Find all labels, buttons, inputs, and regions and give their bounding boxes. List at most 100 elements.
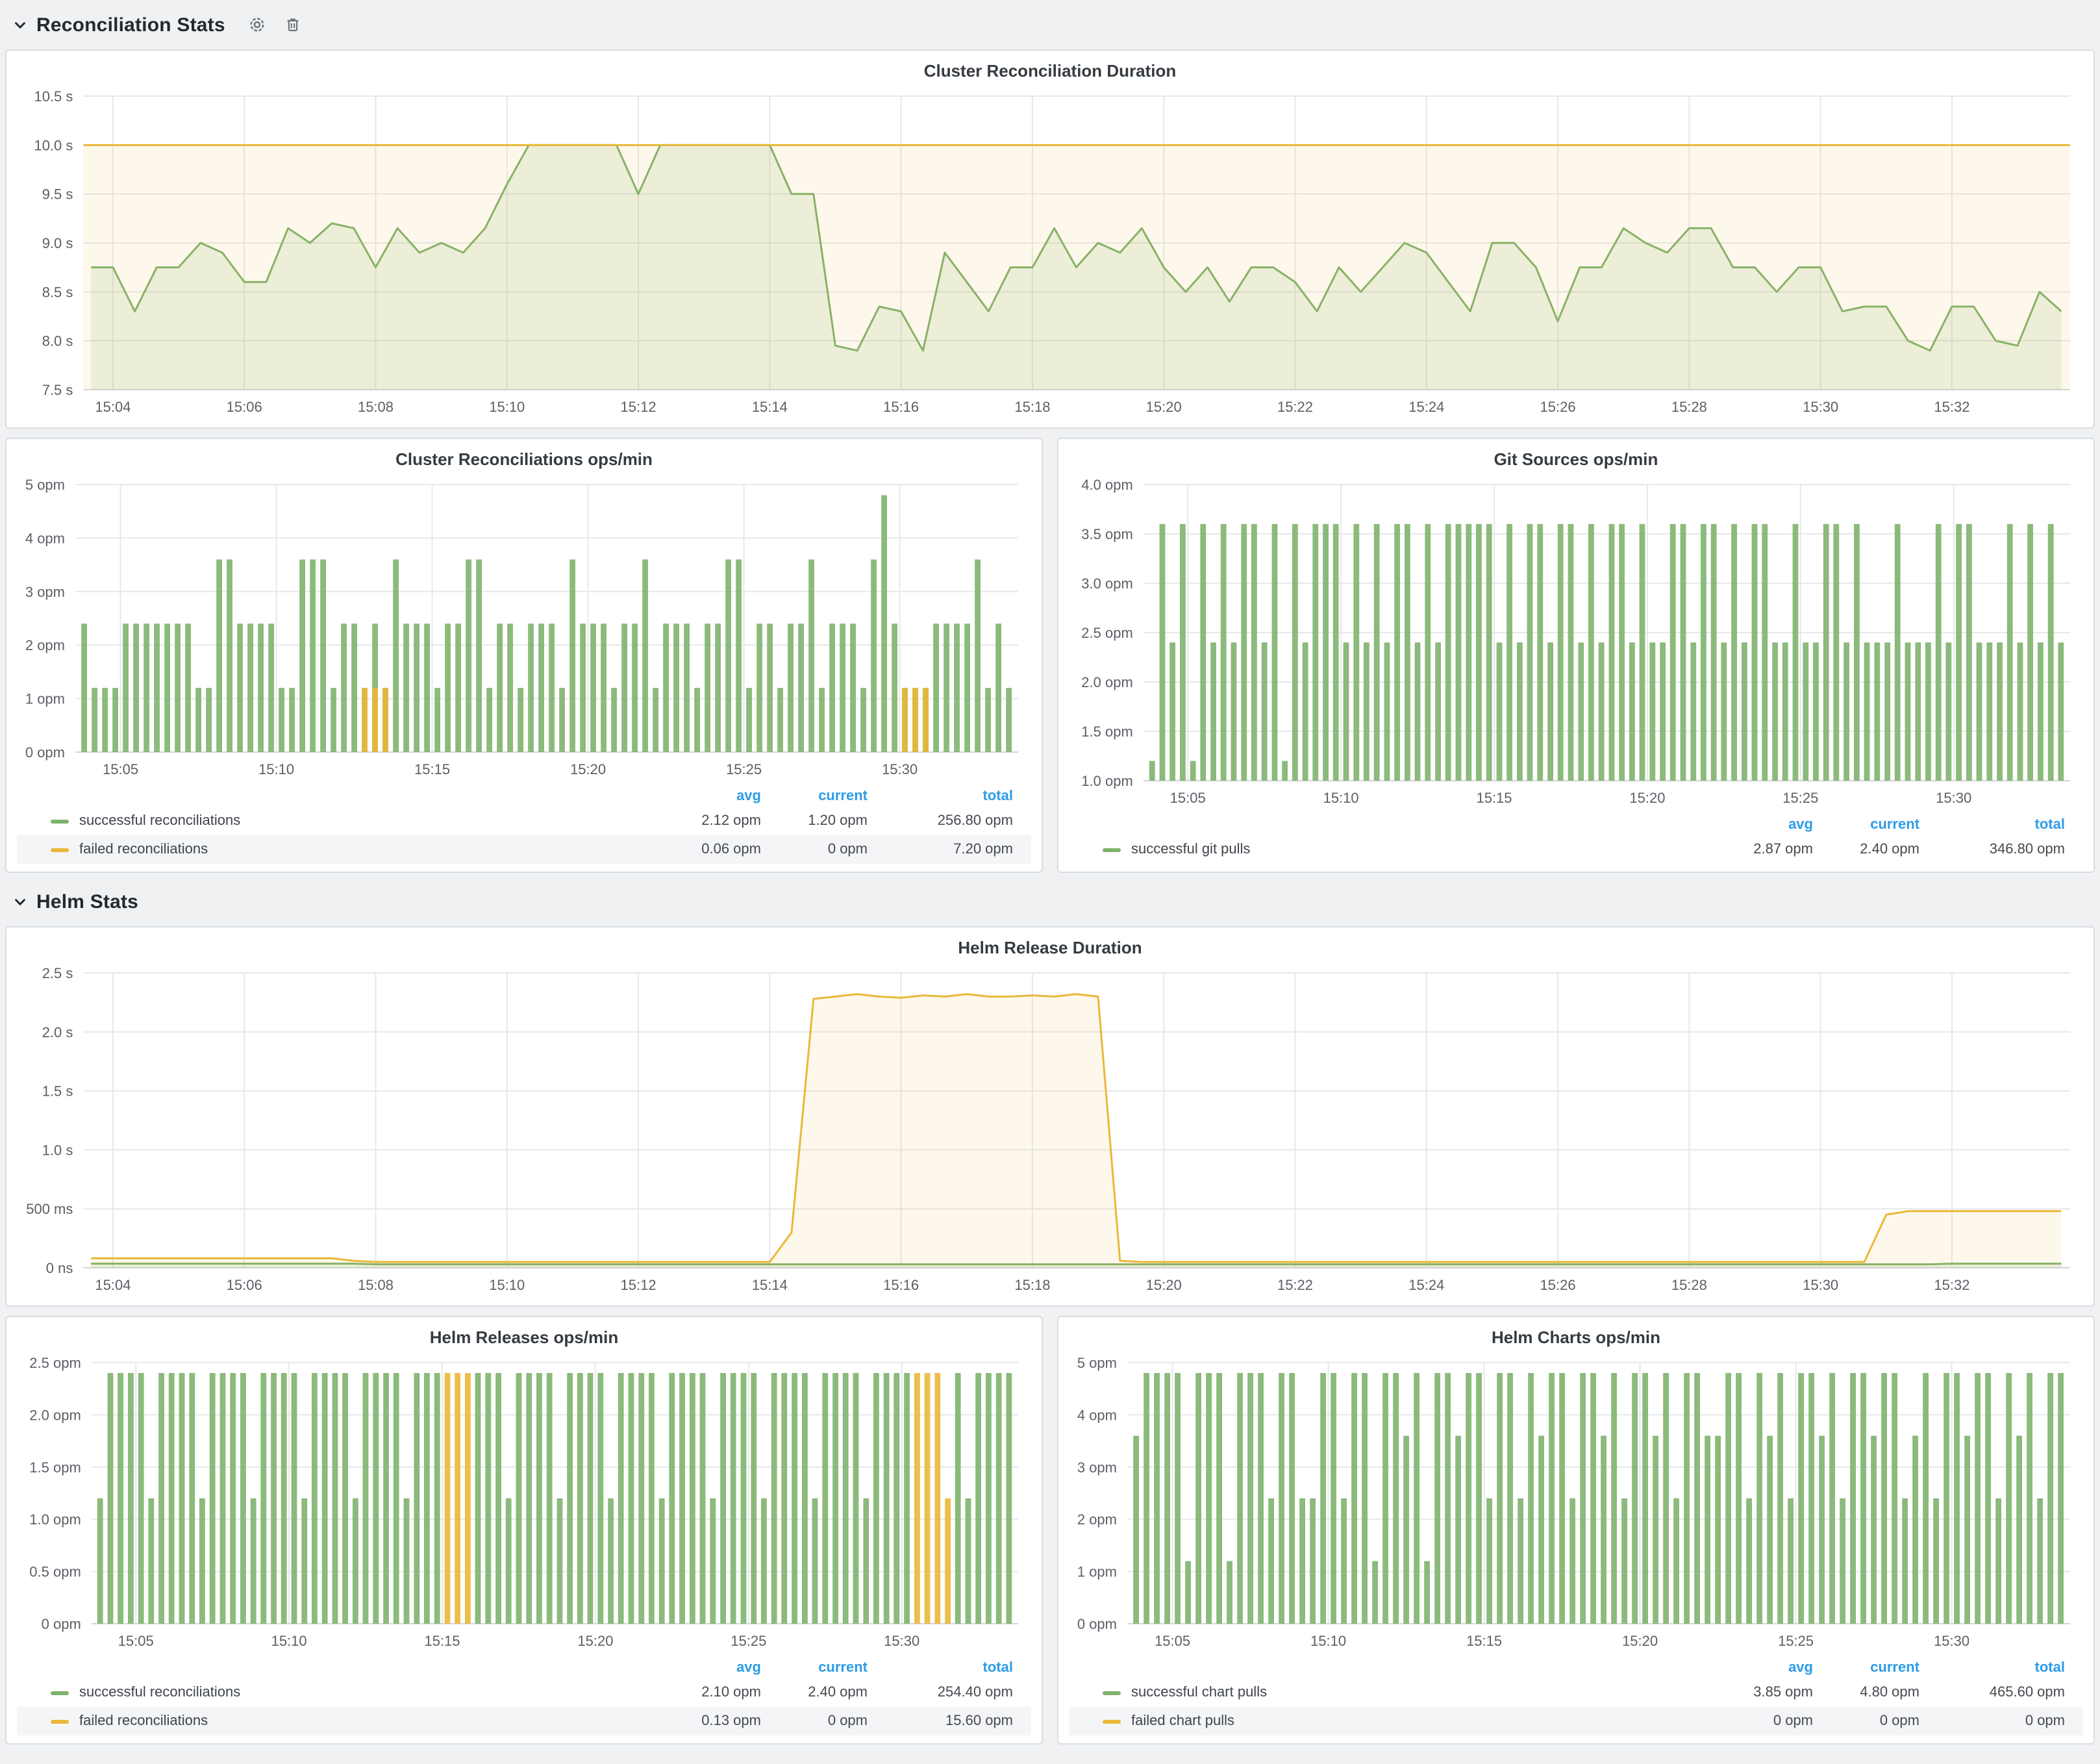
legend-col-current[interactable]: current bbox=[761, 788, 868, 803]
legend-series-label[interactable]: failed reconciliations bbox=[51, 842, 652, 857]
legend-current-value: 0 opm bbox=[761, 1713, 868, 1729]
panel-helm-charts-opm: Helm Charts ops/min 0 opm1 opm2 opm3 opm… bbox=[1057, 1316, 2095, 1745]
svg-text:1.0 opm: 1.0 opm bbox=[1081, 773, 1133, 789]
legend-series-label[interactable]: successful reconciliations bbox=[51, 1685, 652, 1700]
svg-text:15:20: 15:20 bbox=[570, 761, 606, 777]
section-toggle-helm-stats[interactable]: Helm Stats bbox=[13, 890, 138, 913]
svg-text:15:15: 15:15 bbox=[1476, 790, 1512, 806]
svg-text:15:08: 15:08 bbox=[358, 399, 394, 415]
legend-current-value: 1.20 opm bbox=[761, 813, 868, 829]
dashboard-page: Reconciliation Stats Cluster Reconciliat… bbox=[0, 0, 2100, 1748]
section-toggle-reconciliation-stats[interactable]: Reconciliation Stats bbox=[13, 14, 225, 36]
svg-text:15:15: 15:15 bbox=[1466, 1633, 1502, 1649]
svg-text:15:14: 15:14 bbox=[752, 399, 788, 415]
legend-row-successful-reconciliations: successful reconciliations 2.12 opm 1.20… bbox=[17, 807, 1031, 835]
legend-col-current[interactable]: current bbox=[761, 1659, 868, 1675]
svg-text:15:30: 15:30 bbox=[1803, 399, 1838, 415]
legend-series-label[interactable]: failed chart pulls bbox=[1103, 1713, 1704, 1729]
svg-text:15:18: 15:18 bbox=[1014, 399, 1050, 415]
section-header-reconciliation-stats: Reconciliation Stats bbox=[5, 4, 2095, 45]
svg-text:1.5 opm: 1.5 opm bbox=[29, 1459, 81, 1476]
panel-git-sources-opm: Git Sources ops/min 1.0 opm 1.5 opm 2.0 op… bbox=[1057, 438, 2095, 873]
legend-series-label[interactable]: successful chart pulls bbox=[1103, 1685, 1704, 1700]
panel-title[interactable]: Helm Charts ops/min bbox=[1069, 1325, 2083, 1351]
svg-text:15:08: 15:08 bbox=[358, 1277, 394, 1293]
legend-col-avg[interactable]: avg bbox=[1704, 1659, 1813, 1675]
legend-col-current[interactable]: current bbox=[1813, 1659, 1919, 1675]
legend-total-value: 346.80 opm bbox=[1919, 842, 2065, 857]
svg-text:1 opm: 1 opm bbox=[25, 691, 65, 707]
legend-col-total[interactable]: total bbox=[1919, 1659, 2065, 1675]
series-swatch-icon bbox=[51, 1719, 69, 1723]
legend-col-avg[interactable]: avg bbox=[652, 788, 761, 803]
legend-series-label[interactable]: successful git pulls bbox=[1103, 842, 1704, 857]
svg-text:2.0 opm: 2.0 opm bbox=[1081, 674, 1133, 690]
chart-helm-charts-opm[interactable]: 0 opm1 opm2 opm3 opm4 opm5 opm15:0515:10… bbox=[1069, 1351, 2083, 1656]
svg-text:15:32: 15:32 bbox=[1934, 399, 1969, 415]
legend-avg-value: 2.10 opm bbox=[652, 1685, 761, 1700]
svg-text:15:24: 15:24 bbox=[1408, 399, 1444, 415]
chart-helm-releases-opm[interactable]: 0 opm0.5 opm1.0 opm1.5 opm2.0 opm2.5 opm… bbox=[17, 1351, 1031, 1656]
legend-series-label[interactable]: failed reconciliations bbox=[51, 1713, 652, 1729]
section-actions bbox=[249, 16, 302, 34]
svg-text:2 opm: 2 opm bbox=[25, 637, 65, 653]
svg-text:3.5 opm: 3.5 opm bbox=[1081, 526, 1133, 542]
svg-text:4 opm: 4 opm bbox=[1077, 1407, 1117, 1423]
trash-icon[interactable] bbox=[285, 16, 302, 34]
panel-title[interactable]: Helm Releases ops/min bbox=[17, 1325, 1031, 1351]
legend-col-total[interactable]: total bbox=[868, 788, 1013, 803]
panel-title[interactable]: Git Sources ops/min bbox=[1069, 447, 2083, 473]
legend-current-value: 4.80 opm bbox=[1813, 1685, 1919, 1700]
svg-text:15:30: 15:30 bbox=[1803, 1277, 1838, 1293]
svg-text:15:25: 15:25 bbox=[726, 761, 762, 777]
series-swatch-icon bbox=[51, 819, 69, 823]
legend-col-avg[interactable]: avg bbox=[1704, 816, 1813, 832]
svg-text:7.5 s: 7.5 s bbox=[42, 382, 73, 398]
legend-col-avg[interactable]: avg bbox=[652, 1659, 761, 1675]
legend-row-failed-chart-pulls: failed chart pulls 0 opm 0 opm 0 opm bbox=[1069, 1707, 2083, 1735]
legend-col-total[interactable]: total bbox=[868, 1659, 1013, 1675]
legend-current-value: 0 opm bbox=[1813, 1713, 1919, 1729]
chart-git-sources-opm[interactable]: 1.0 opm1.5 opm2.0 opm2.5 opm3.0 opm3.5 o… bbox=[1069, 473, 2083, 813]
section-header-helm-stats: Helm Stats bbox=[5, 881, 2095, 922]
legend-total-value: 0 opm bbox=[1919, 1713, 2065, 1729]
svg-text:3 opm: 3 opm bbox=[25, 584, 65, 600]
panel-title[interactable]: Helm Release Duration bbox=[17, 935, 2083, 961]
svg-text:15:20: 15:20 bbox=[1629, 790, 1665, 806]
series-swatch-icon bbox=[51, 1691, 69, 1695]
legend-current-value: 2.40 opm bbox=[761, 1685, 868, 1700]
svg-text:15:16: 15:16 bbox=[883, 1277, 919, 1293]
svg-text:2.0 opm: 2.0 opm bbox=[29, 1407, 81, 1423]
svg-text:1.5 opm: 1.5 opm bbox=[1081, 724, 1133, 740]
legend-total-value: 465.60 opm bbox=[1919, 1685, 2065, 1700]
svg-text:15:20: 15:20 bbox=[1622, 1633, 1658, 1649]
svg-text:15:30: 15:30 bbox=[1934, 1633, 1969, 1649]
series-swatch-icon bbox=[1103, 1719, 1121, 1723]
svg-text:8.0 s: 8.0 s bbox=[42, 333, 73, 349]
legend-row-failed-reconciliations: failed reconciliations 0.13 opm 0 opm 15… bbox=[17, 1707, 1031, 1735]
svg-text:15:22: 15:22 bbox=[1277, 1277, 1313, 1293]
svg-text:2.5 opm: 2.5 opm bbox=[1081, 625, 1133, 641]
svg-text:15:05: 15:05 bbox=[103, 761, 138, 777]
legend-current-value: 2.40 opm bbox=[1813, 842, 1919, 857]
svg-text:15:22: 15:22 bbox=[1277, 399, 1313, 415]
legend-series-label[interactable]: successful reconciliations bbox=[51, 813, 652, 829]
gear-icon[interactable] bbox=[249, 16, 267, 34]
svg-text:15:28: 15:28 bbox=[1671, 1277, 1707, 1293]
legend-col-current[interactable]: current bbox=[1813, 816, 1919, 832]
chart-helm-release-duration[interactable]: 0 ns500 ms1.0 s1.5 s2.0 s2.5 s15:0415:06… bbox=[17, 961, 2083, 1300]
legend: avg current total successful reconciliat… bbox=[17, 1656, 1031, 1738]
row-helm-ops-charts: Helm Releases ops/min 0 opm0.5 opm1.0 op… bbox=[5, 1316, 2095, 1745]
panel-title[interactable]: Cluster Reconciliation Duration bbox=[17, 58, 2083, 84]
panel-title[interactable]: Cluster Reconciliations ops/min bbox=[17, 447, 1031, 473]
svg-text:15:25: 15:25 bbox=[1782, 790, 1818, 806]
chart-cluster-reconciliations-opm[interactable]: 0 opm1 opm2 opm3 opm4 opm5 opm15:0515:10… bbox=[17, 473, 1031, 785]
legend-total-value: 254.40 opm bbox=[868, 1685, 1013, 1700]
svg-text:2.5 opm: 2.5 opm bbox=[29, 1355, 81, 1371]
svg-text:15:30: 15:30 bbox=[882, 761, 918, 777]
svg-text:15:04: 15:04 bbox=[95, 399, 131, 415]
legend-avg-value: 2.12 opm bbox=[652, 813, 761, 829]
svg-text:1.5 s: 1.5 s bbox=[42, 1083, 73, 1100]
legend-col-total[interactable]: total bbox=[1919, 816, 2065, 832]
chart-cluster-reconciliation-duration[interactable]: 7.5 s8.0 s8.5 s9.0 s9.5 s10.0 s10.5 s15:… bbox=[17, 84, 2083, 422]
